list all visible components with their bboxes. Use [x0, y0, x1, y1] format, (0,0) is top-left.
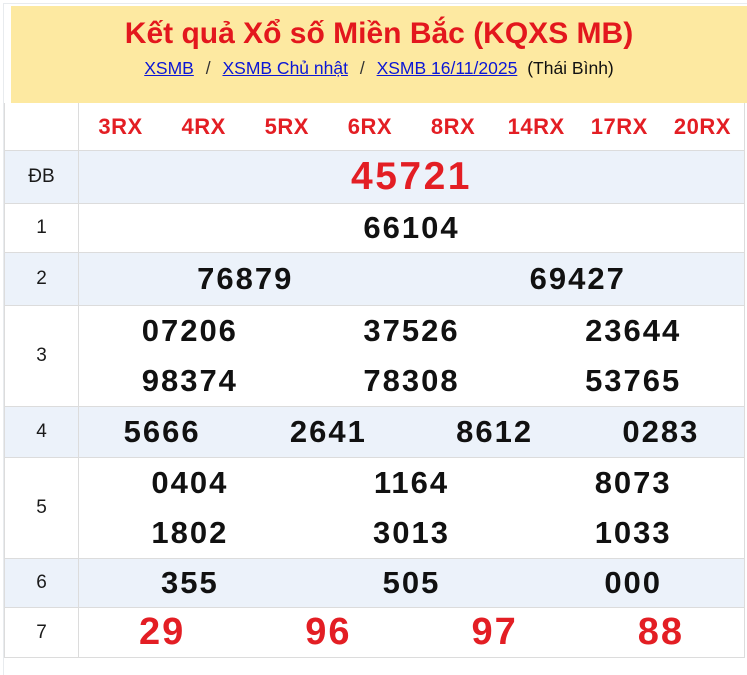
prize-number: 1802 [151, 515, 229, 550]
column-header-8rx: 8RX [430, 113, 476, 139]
row-label: 2 [5, 253, 79, 305]
prize-number: 07206 [141, 313, 238, 348]
table-header-row: 3RX 4RX 5RX 6RX 8RX 14RX 17RX 20RX [5, 103, 744, 151]
row-label: 6 [5, 559, 79, 607]
prize-row-3: 3 07206 37526 23644 98374 78308 53765 [5, 306, 744, 407]
row-label: 5 [5, 458, 79, 558]
breadcrumb-region: (Thái Bình) [527, 58, 614, 78]
prize-number: 1164 [373, 465, 450, 500]
row-label: ĐB [5, 151, 79, 203]
column-header-4rx: 4RX [181, 113, 226, 139]
prize-number: 1033 [594, 515, 672, 550]
breadcrumb-link-chu-nhat[interactable]: XSMB Chủ nhật [222, 58, 348, 78]
prize-row-4: 4 5666 2641 8612 0283 [5, 407, 744, 458]
prize-number: 96 [305, 611, 352, 653]
column-header-20rx: 20RX [673, 113, 731, 139]
prize-number: 45721 [351, 155, 472, 198]
breadcrumb-separator: / [359, 58, 365, 78]
prize-number: 8612 [456, 414, 534, 449]
prize-number: 355 [160, 565, 219, 600]
prize-number: 3013 [373, 515, 450, 550]
page: Kết quả Xổ số Miền Bắc (KQXS MB) XSMB / … [3, 3, 747, 675]
row-label: 4 [5, 407, 79, 457]
prize-number: 98374 [141, 363, 238, 398]
results-table: 3RX 4RX 5RX 6RX 8RX 14RX 17RX 20RX ĐB 45… [4, 103, 745, 658]
row-label: 7 [5, 608, 79, 657]
prize-number: 29 [138, 611, 186, 653]
column-header-5rx: 5RX [264, 113, 309, 139]
prize-number: 5666 [123, 414, 201, 449]
corner-cell [5, 103, 79, 150]
prize-number: 23644 [585, 313, 682, 348]
prize-number: 505 [382, 565, 441, 600]
column-header-17rx: 17RX [590, 113, 648, 139]
prize-number: 88 [637, 611, 685, 653]
row-label: 3 [5, 306, 79, 406]
prize-number: 8073 [594, 465, 672, 500]
prize-number: 97 [471, 611, 518, 653]
prize-number: 76879 [197, 261, 294, 296]
breadcrumb-link-date[interactable]: XSMB 16/11/2025 [376, 58, 518, 78]
breadcrumb-separator: / [205, 58, 211, 78]
breadcrumb-link-xsmb[interactable]: XSMB [144, 58, 194, 78]
page-title: Kết quả Xổ số Miền Bắc (KQXS MB) [124, 17, 634, 50]
prize-row-7: 7 29 96 97 88 [5, 608, 744, 658]
prize-number: 2641 [289, 414, 367, 449]
prize-number: 53765 [585, 363, 682, 398]
column-header-6rx: 6RX [347, 113, 393, 139]
prize-number: 66104 [363, 210, 460, 245]
column-header-14rx: 14RX [507, 113, 565, 139]
column-header-3rx: 3RX [98, 113, 143, 139]
prize-number: 78308 [363, 363, 460, 398]
prize-row-2: 2 76879 69427 [5, 253, 744, 306]
prize-row-db: ĐB 45721 [5, 151, 744, 204]
prize-row-1: 1 66104 [5, 204, 744, 253]
header-box: Kết quả Xổ số Miền Bắc (KQXS MB) XSMB / … [11, 6, 747, 103]
prize-number: 0283 [622, 414, 700, 449]
breadcrumb: XSMB / XSMB Chủ nhật / XSMB 16/11/2025 (… [11, 58, 747, 79]
prize-number: 37526 [363, 313, 460, 348]
prize-number: 0404 [151, 465, 229, 500]
prize-row-6: 6 355 505 000 [5, 559, 744, 608]
prize-number: 69427 [529, 261, 626, 296]
row-label: 1 [5, 204, 79, 252]
prize-number: 000 [604, 565, 663, 600]
prize-row-5: 5 0404 1164 8073 1802 3013 1033 [5, 458, 744, 559]
